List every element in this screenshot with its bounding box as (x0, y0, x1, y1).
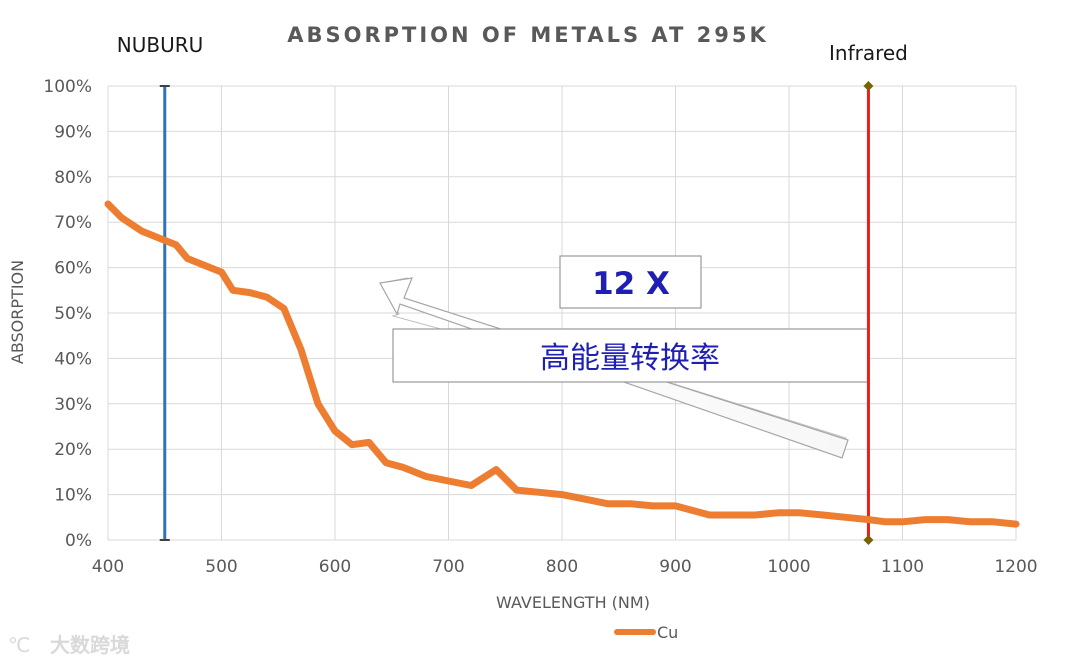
marker-diamond-bottom (863, 535, 874, 545)
y-tick-label: 40% (54, 349, 92, 369)
series-layer (104, 200, 1020, 528)
y-tick-label: 90% (54, 122, 92, 142)
x-tick-label: 600 (319, 557, 351, 577)
watermark-icon: ℃ (8, 633, 30, 657)
x-tick-label: 400 (92, 557, 124, 577)
x-tick-label: 1200 (994, 557, 1037, 577)
y-axis-label: ABSORPTION (8, 260, 27, 364)
ratio-box: 12 X (559, 255, 702, 309)
y-tick-labels: 0% 10% 20% 30% 40% 50% 60% 70% 80% 90% 100% (43, 77, 92, 551)
x-tick-label: 800 (546, 557, 578, 577)
watermark: ℃ 大数跨境 (8, 633, 130, 657)
y-tick-label: 100% (43, 77, 92, 97)
legend: Cu (614, 623, 678, 642)
x-tick-label: 900 (659, 557, 691, 577)
marker-diamond-top (863, 81, 874, 91)
chart-title: ABSORPTION OF METALS AT 295K (287, 23, 769, 47)
y-tick-label: 80% (54, 168, 92, 188)
y-tick-label: 50% (54, 304, 92, 324)
y-tick-label: 70% (54, 213, 92, 233)
caption-label: 高能量转换率 (540, 341, 720, 376)
y-tick-label: 0% (65, 531, 92, 551)
x-tick-label: 700 (432, 557, 464, 577)
wavelength-markers: NUBURU Infrared (117, 33, 908, 545)
legend-label-cu: Cu (657, 623, 678, 642)
y-tick-label: 60% (54, 259, 92, 279)
y-tick-label: 30% (54, 395, 92, 415)
ratio-label: 12 X (592, 266, 670, 302)
x-axis-label: WAVELENGTH (NM) (496, 593, 650, 612)
x-tick-labels: 400 500 600 700 800 900 1000 1100 1200 (92, 557, 1038, 577)
x-tick-label: 500 (205, 557, 237, 577)
marker-label-nuburu: NUBURU (117, 33, 204, 57)
series-line-cu (104, 200, 1020, 528)
y-tick-label: 20% (54, 440, 92, 460)
y-tick-label: 10% (54, 486, 92, 506)
x-tick-label: 1100 (881, 557, 924, 577)
x-gridlines (107, 86, 1017, 540)
marker-label-infrared: Infrared (829, 41, 908, 65)
caption-box: 高能量转换率 (392, 328, 869, 383)
watermark-text: 大数跨境 (50, 633, 130, 657)
x-tick-label: 1000 (767, 557, 810, 577)
